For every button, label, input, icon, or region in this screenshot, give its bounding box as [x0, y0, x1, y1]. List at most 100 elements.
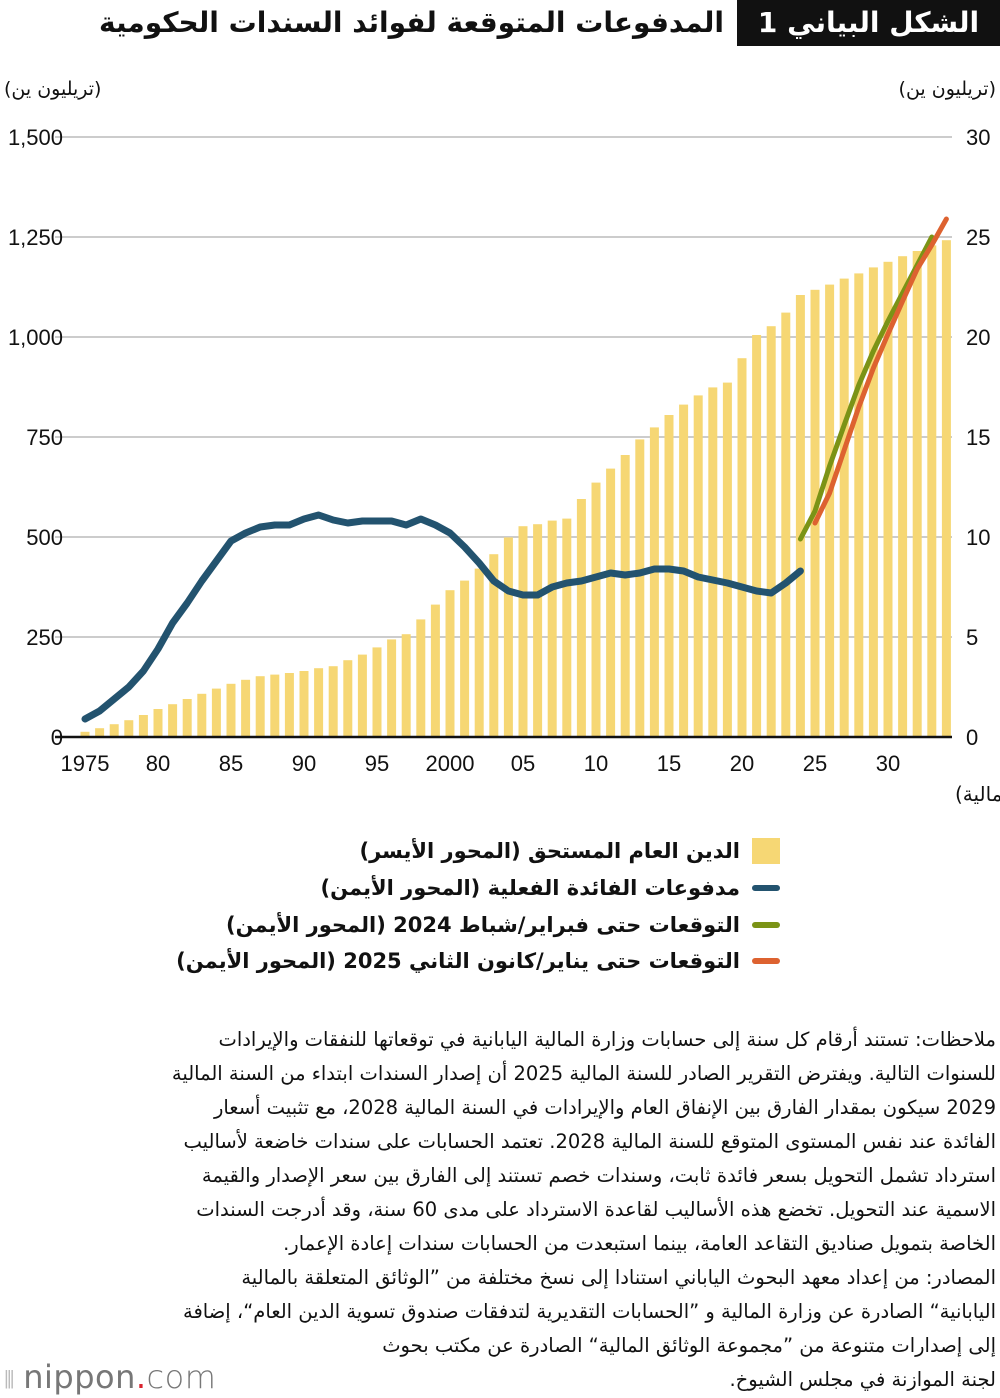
notes-line: الفائدة عند نفس المستوى المتوقع للسنة ال… — [183, 1130, 996, 1153]
debt-bar — [314, 668, 324, 737]
right-tick-label: 15 — [966, 425, 990, 450]
notes-line: 2029 سيكون بمقدار الفارق بين الإنفاق الع… — [213, 1096, 996, 1119]
debt-bar — [737, 358, 747, 737]
forecast-2025-line — [812, 216, 949, 526]
debt-bar — [766, 326, 776, 737]
debt-bar — [124, 720, 134, 737]
debt-bar — [620, 455, 630, 737]
legend-swatch-forecast-2025 — [752, 958, 780, 964]
debt-bar — [693, 395, 703, 737]
debt-bar — [343, 660, 353, 737]
left-tick-label: 1,500 — [8, 125, 63, 150]
debt-bar — [708, 387, 718, 737]
figure-badge: الشكل البياني 1 — [737, 0, 1000, 46]
x-tick-label: 05 — [511, 751, 535, 776]
x-tick-label: 95 — [365, 751, 389, 776]
right-tick-label: 0 — [966, 725, 978, 750]
right-tick-label: 20 — [966, 325, 990, 350]
legend-item-actual: مدفوعات الفائدة الفعلية (المحور الأيمن) — [321, 873, 780, 903]
legend-item-debt: الدين العام المستحق (المحور الأيسر) — [359, 836, 780, 866]
debt-bar — [503, 537, 513, 737]
debt-bar — [795, 295, 805, 737]
logo-text: nippon — [23, 1358, 136, 1396]
debt-bar — [591, 482, 601, 737]
legend-swatch-actual — [752, 885, 780, 891]
logo-suffix: com — [146, 1358, 217, 1396]
x-axis-label: (السنة المالية) — [955, 782, 1000, 806]
debt-bar — [387, 639, 397, 737]
debt-bar — [576, 499, 586, 737]
debt-bar — [372, 647, 382, 737]
notes-line: استرداد تشمل التحويل بسعر فائدة ثابت، وس… — [201, 1164, 996, 1187]
notes-line: الاسمية عند التحويل. تخضع هذه الأساليب ل… — [196, 1198, 996, 1221]
debt-bar — [854, 273, 864, 737]
debt-bar — [927, 245, 937, 737]
x-tick-label: 10 — [584, 751, 608, 776]
debt-bar — [80, 731, 90, 737]
logo-dot: . — [135, 1358, 147, 1396]
debt-bar — [182, 699, 192, 737]
debt-bar — [401, 634, 411, 737]
legend-swatch-debt — [752, 838, 780, 864]
debt-bar — [752, 335, 762, 737]
sources-line: المصادر: من إعداد معهد البحوث الياباني ا… — [241, 1266, 996, 1289]
right-tick-label: 10 — [966, 525, 990, 550]
debt-bar — [722, 382, 732, 737]
debt-bar — [912, 251, 922, 737]
legend-item-forecast-2024: التوقعات حتى فبراير/شباط 2024 (المحور ال… — [226, 910, 780, 940]
debt-bar — [606, 468, 616, 737]
debt-bar — [547, 520, 557, 737]
debt-bar — [664, 415, 674, 737]
debt-bar — [533, 524, 543, 737]
x-tick-label: 85 — [219, 751, 243, 776]
debt-bar — [445, 590, 455, 737]
debt-bar — [430, 604, 440, 737]
debt-bar — [299, 671, 309, 737]
debt-bar — [781, 312, 791, 737]
x-tick-label: 1975 — [61, 751, 110, 776]
x-tick-label: 25 — [803, 751, 827, 776]
debt-bar — [649, 427, 659, 737]
debt-bar — [518, 526, 528, 737]
sources-line: إلى إصدارات متنوعة من ”مجموعة الوثائق ال… — [382, 1334, 996, 1357]
debt-bar — [883, 261, 893, 737]
right-tick-label: 25 — [966, 225, 990, 250]
debt-bar — [168, 704, 178, 737]
chart-title: المدفوعات المتوقعة لفوائد السندات الحكوم… — [98, 6, 724, 39]
debt-bar — [562, 518, 572, 737]
debt-bar — [211, 688, 221, 737]
notes-line: ملاحظات: تستند أرقام كل سنة إلى حسابات و… — [218, 1028, 996, 1051]
debt-bar — [226, 683, 236, 737]
debt-bar — [941, 240, 951, 737]
debt-bar — [153, 709, 163, 737]
x-tick-label: 2000 — [426, 751, 475, 776]
debt-bar — [109, 724, 119, 737]
debt-bar — [255, 676, 265, 737]
right-tick-label: 30 — [966, 125, 990, 150]
left-tick-label: 750 — [26, 425, 63, 450]
debt-bar — [270, 674, 280, 737]
x-tick-label: 15 — [657, 751, 681, 776]
debt-bar — [357, 654, 367, 737]
right-tick-label: 5 — [966, 625, 978, 650]
x-tick-label: 30 — [876, 751, 900, 776]
legend-label: التوقعات حتى فبراير/شباط 2024 (المحور ال… — [226, 913, 740, 937]
debt-bar — [197, 693, 207, 737]
notes: ملاحظات: تستند أرقام كل سنة إلى حسابات و… — [10, 1023, 996, 1397]
actual-interest-line — [81, 511, 804, 723]
debt-bar — [898, 256, 908, 737]
debt-bar — [868, 267, 878, 737]
sources-line: لجنة الموازنة في مجلس الشيوخ. — [729, 1368, 996, 1391]
debt-bar — [416, 619, 426, 737]
left-tick-label: 500 — [26, 525, 63, 550]
notes-line: الخاصة بتمويل صناديق التقاعد العامة، بين… — [283, 1232, 996, 1255]
debt-bar — [489, 554, 499, 737]
debt-bar — [328, 666, 338, 737]
legend-item-forecast-2025: التوقعات حتى يناير/كانون الثاني 2025 (ال… — [176, 946, 780, 976]
debt-bar — [474, 568, 484, 737]
chart-area: 0 250 500 750 1,000 1,250 1,500 05 10 15 20 25 30 197… — [8, 125, 1000, 806]
left-tick-label: 250 — [26, 625, 63, 650]
nippon-logo: ⦀ nippon.com — [4, 1358, 217, 1396]
legend-label: التوقعات حتى يناير/كانون الثاني 2025 (ال… — [176, 949, 740, 973]
x-tick-label: 90 — [292, 751, 316, 776]
